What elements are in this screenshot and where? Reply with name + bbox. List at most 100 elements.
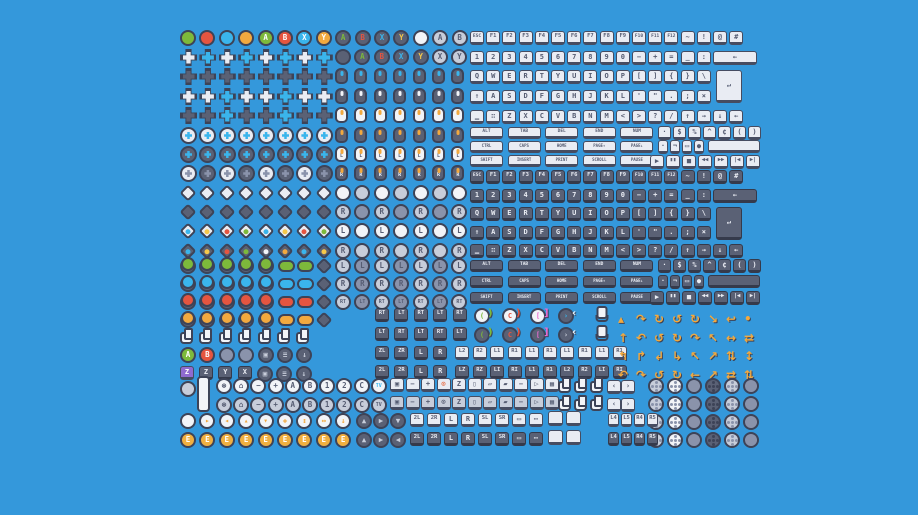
wii-buttons-gray: A <box>284 397 301 413</box>
switch-pills: R <box>461 413 475 427</box>
dpad-round-light <box>315 127 333 144</box>
circle-R: R <box>432 276 448 292</box>
kb-media-keys: ▮▮ <box>666 155 680 169</box>
kb-bottom-row: C <box>534 244 549 258</box>
button-diamond-dark <box>315 275 333 293</box>
kb-qwerty-row: R <box>518 207 533 221</box>
punct-colored-dark: C <box>502 327 518 343</box>
pad-circles <box>412 185 429 201</box>
kb-wide-row-1: END <box>582 260 616 272</box>
pill-keys: R1 <box>577 346 592 360</box>
kb-media-keys: |◀ <box>730 155 744 169</box>
gold-e-buttons: E <box>257 432 274 448</box>
switch-pills-dark: R <box>461 432 475 446</box>
kb-media-keys: ▶| <box>746 291 760 305</box>
trackballs <box>686 378 702 394</box>
kb-wide-row-3: SCROLL <box>582 155 616 167</box>
circle-RT: LT <box>354 294 371 310</box>
button-diamond-dark <box>198 203 216 221</box>
wii-buttons-gray: TV <box>370 397 387 413</box>
dpad-round-mixed <box>180 165 197 182</box>
circle-R: R <box>373 276 390 292</box>
kb-home-row: K <box>599 90 614 104</box>
kb-bottom-row: ← <box>729 110 744 124</box>
dpad-plus-light <box>257 49 275 66</box>
switch-pills-dark: 2L <box>410 432 424 446</box>
circle-L: L <box>354 258 371 274</box>
kb-tiny-keys: ● <box>694 140 704 154</box>
mouse-row <box>335 88 348 104</box>
arrow-glyphs: ↶ <box>636 330 647 345</box>
mouse-row-L: L <box>412 146 426 162</box>
kb-qwerty-row: P <box>615 70 630 84</box>
kb-bottom-row: ← <box>729 244 744 258</box>
trigger-keys: LT <box>413 327 428 341</box>
kb-qwerty-row: } <box>680 207 695 221</box>
arrow-glyphs: ↳ <box>672 349 683 364</box>
kb-fn-row: F9 <box>615 31 630 45</box>
kb-bottom-row: B <box>567 244 582 258</box>
mouse-row-R: R <box>451 165 465 181</box>
arrow-glyphs: ⇄ <box>744 330 755 345</box>
kb-num-row: 3 <box>502 51 517 65</box>
kb-symbol-keys: % <box>688 259 701 273</box>
kb-fn-row: F11 <box>648 170 663 184</box>
kb-num-row: 1 <box>470 189 484 203</box>
mouse-row <box>393 127 407 143</box>
pad-circles-R: R <box>335 243 351 259</box>
wii-buttons: TV <box>370 378 387 394</box>
punct-colored-dark: [ <box>530 327 546 343</box>
direction-circles: ↓ <box>335 413 352 429</box>
mouse-row <box>373 68 387 84</box>
kb-bottom-row: ↓ <box>713 110 727 124</box>
mouse-row <box>412 127 426 143</box>
kb-space-blank <box>708 140 760 153</box>
kb-media-keys: ■ <box>682 291 696 305</box>
pill-keys: L1 <box>560 346 574 360</box>
joystick-red <box>257 293 274 310</box>
kb-fn-row: F7 <box>583 170 598 184</box>
switch-pills: SL <box>478 413 492 427</box>
pad-circles-R: R <box>412 204 429 220</box>
button-diamond-dark <box>315 257 333 275</box>
chevron-keys: ‹ <box>607 380 621 394</box>
kb-wide-row-1: DEL <box>545 127 579 139</box>
dpad-round-dark <box>180 146 197 163</box>
pad-circles <box>373 185 390 201</box>
arrow-glyphs: ⇅ <box>726 349 737 364</box>
button-diamond-dots <box>218 222 236 240</box>
mouse-row <box>354 88 368 104</box>
dpad-round-mixed <box>296 165 314 182</box>
gold-e-buttons: E <box>277 432 293 448</box>
dpad-plus-light <box>315 49 333 66</box>
pad-circles-L: L <box>373 223 390 239</box>
kb-num-row: 5 <box>534 51 549 65</box>
pad-circles-R <box>393 243 410 259</box>
microphone-icon <box>594 325 610 341</box>
wii-buttons-gray: 2 <box>336 397 353 413</box>
circle-R: R <box>335 276 351 292</box>
misc-shape-keys-gray: ▦ <box>545 396 559 410</box>
mouse-row-L: L <box>373 146 387 162</box>
pill-keys-dark: RZ <box>472 365 487 379</box>
trackballs <box>667 414 683 430</box>
arrow-glyphs: ↻ <box>672 367 683 382</box>
kb-fn-row: F11 <box>648 31 663 45</box>
blank-squares <box>548 430 563 445</box>
dpad-plus-light <box>277 49 294 66</box>
kb-qwerty-row: ] <box>648 207 663 221</box>
dpad-plus-dark <box>277 68 294 85</box>
dpad-plus-light <box>180 49 197 66</box>
pill-keys-dark: RI <box>612 365 627 379</box>
pad-circles <box>393 185 410 201</box>
kb-wide-row-3: PAUSE <box>620 155 654 167</box>
dpad-plus-dark <box>257 68 275 85</box>
arrow-glyphs: ↻ <box>672 330 683 345</box>
kb-fn-row: ! <box>696 170 711 184</box>
face-buttons: B <box>354 30 371 46</box>
direction-circles: ◂ <box>218 413 235 429</box>
kb-tiny-keys: ¬ <box>670 140 680 154</box>
arrow-glyphs: ↶ <box>618 367 629 382</box>
kb-qwerty-row: Q <box>470 70 484 84</box>
circle-RT: LT <box>393 294 410 310</box>
